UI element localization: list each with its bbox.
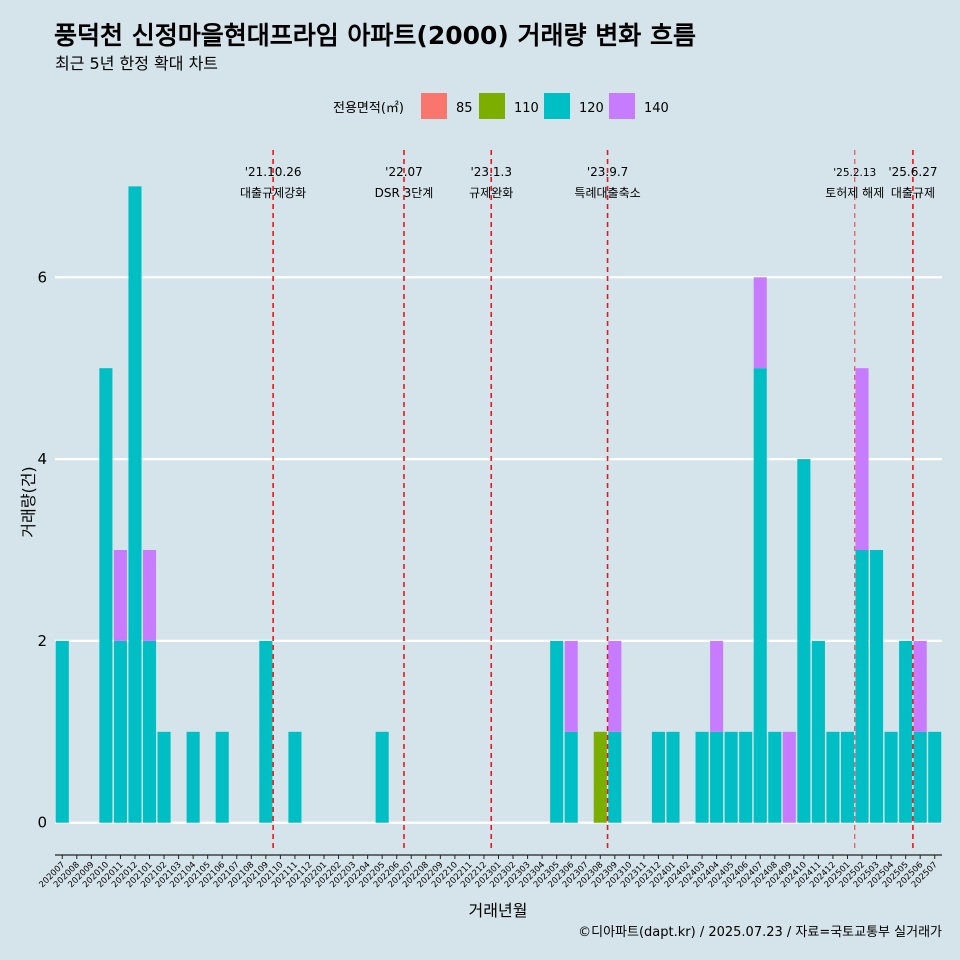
bar-202406-120 xyxy=(739,731,753,823)
bar-202407-120 xyxy=(753,368,767,823)
bar-202410-120 xyxy=(797,459,811,823)
event-text-label: 규제완화 xyxy=(469,186,513,200)
bar-202503-120 xyxy=(870,550,884,823)
x-axis-title: 거래년월 xyxy=(469,901,528,920)
bar-202403-120 xyxy=(695,731,709,823)
legend-swatch-140 xyxy=(609,93,635,119)
legend-swatch-110 xyxy=(479,93,505,119)
bar-202506-120 xyxy=(913,731,927,823)
bar-202011-120 xyxy=(113,640,127,823)
legend-swatch-85 xyxy=(421,93,447,119)
bar-202409-140 xyxy=(782,731,796,823)
bar-202011-140 xyxy=(113,550,127,641)
legend-label-120: 120 xyxy=(579,101,604,116)
bar-202109-120 xyxy=(259,640,273,823)
bar-202102-120 xyxy=(157,731,171,823)
y-tick-label: 6 xyxy=(37,268,47,286)
bar-202309-140 xyxy=(608,640,622,732)
bar-202505-120 xyxy=(899,640,913,823)
event-date-label: '25.6.27 xyxy=(888,165,937,179)
bar-202312-120 xyxy=(651,731,665,823)
bars xyxy=(55,186,942,823)
event-annotations: '21.10.26 대출규제강화 '22.07 DSR 3단계 '23.1.3 규제완화 '… xyxy=(240,165,937,200)
y-axis: 0 2 4 6 xyxy=(37,268,47,831)
bar-202010-120 xyxy=(99,368,113,823)
bar-202507-120 xyxy=(928,731,942,823)
event-text-label: 토허제 해제 xyxy=(825,186,884,200)
legend-label-110: 110 xyxy=(514,101,539,116)
bar-202007-120 xyxy=(55,640,69,823)
bar-202502-120 xyxy=(855,550,869,823)
bar-202404-120 xyxy=(710,731,724,823)
bar-202308-110 xyxy=(593,731,607,823)
event-date-label: '23.9.7 xyxy=(587,165,628,179)
bar-202305-120 xyxy=(550,640,564,823)
event-text-label: 대출규제 xyxy=(891,186,935,200)
y-tick-label: 4 xyxy=(37,450,47,468)
event-text-label: 대출규제강화 xyxy=(240,186,306,200)
event-date-label: '21.10.26 xyxy=(245,165,302,179)
event-text-label: DSR 3단계 xyxy=(375,186,434,200)
bar-202104-120 xyxy=(186,731,200,823)
bar-202412-120 xyxy=(826,731,840,823)
caption: ©디아파트(dapt.kr) / 2025.07.23 / 자료=국토교통부 실… xyxy=(578,925,942,940)
bar-202101-140 xyxy=(142,550,157,641)
legend: 전용면적(㎡) 85 110 120 140 xyxy=(333,93,669,119)
bar-202501-120 xyxy=(840,731,855,823)
chart-title: 풍덕천 신정마을현대프라임 아파트(2000) 거래량 변화 흐름 xyxy=(54,21,696,50)
legend-label-85: 85 xyxy=(456,101,473,116)
bar-202408-120 xyxy=(768,731,782,823)
bar-202101-120 xyxy=(142,640,157,823)
bar-202407-140 xyxy=(753,277,767,369)
bar-202401-120 xyxy=(666,731,680,823)
event-date-label: '25.2.13 xyxy=(833,167,876,179)
bar-202504-120 xyxy=(884,731,898,823)
y-tick-label: 2 xyxy=(37,632,47,650)
chart-subtitle: 최근 5년 한정 확대 차트 xyxy=(55,54,218,73)
bar-202502-140 xyxy=(855,368,869,550)
bar-202405-120 xyxy=(724,731,738,823)
x-axis: 2020072020082020092020102020112020122021… xyxy=(37,854,942,890)
bar-202106-120 xyxy=(215,731,229,823)
bar-202309-120 xyxy=(608,731,622,823)
y-axis-title: 거래량(건) xyxy=(19,466,38,537)
event-text-label: 특례대출축소 xyxy=(574,186,640,200)
bar-202404-140 xyxy=(710,640,724,732)
y-tick-label: 0 xyxy=(37,814,47,832)
event-date-label: '22.07 xyxy=(385,165,423,179)
legend-label-140: 140 xyxy=(644,101,669,116)
bar-202111-120 xyxy=(288,731,302,823)
bar-202411-120 xyxy=(811,640,825,823)
legend-swatch-120 xyxy=(544,93,570,119)
bar-202306-120 xyxy=(564,731,578,823)
bar-202306-140 xyxy=(564,640,578,732)
bar-202012-120 xyxy=(128,186,142,823)
bar-202506-140 xyxy=(913,640,927,732)
bar-202205-120 xyxy=(375,731,389,823)
event-date-label: '23.1.3 xyxy=(470,165,511,179)
legend-title: 전용면적(㎡) xyxy=(333,101,404,116)
